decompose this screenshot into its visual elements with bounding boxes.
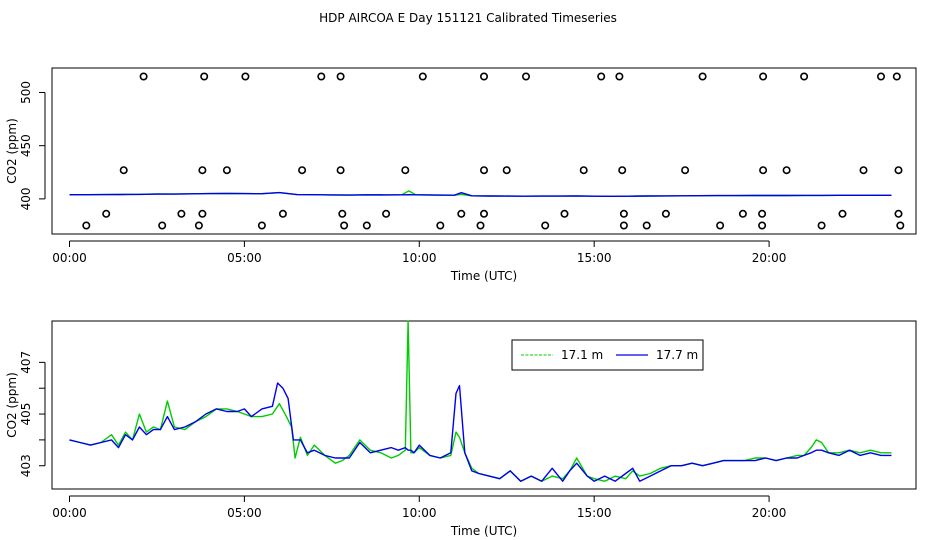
calibration-point	[618, 166, 627, 175]
calibration-point	[479, 209, 488, 218]
calibration-point	[476, 221, 485, 230]
top-x-axis-label: Time (UTC)	[450, 269, 517, 283]
calibration-point	[782, 166, 791, 175]
calibration-point	[418, 72, 427, 81]
calibration-point	[759, 166, 768, 175]
chart-title: HDP AIRCOA E Day 151121 Calibrated Times…	[319, 11, 617, 25]
calibration-point	[102, 209, 111, 218]
x-tick-label: 15:00	[577, 506, 612, 520]
bottom-panel-line: 00:00 05:00 10:00 15:00 20:00 403 405 407 Time…	[5, 320, 917, 538]
calibration-point	[139, 72, 148, 81]
calibration-point	[758, 221, 767, 230]
top-y-axis-label: CO2 (ppm)	[5, 118, 19, 184]
calibration-point	[716, 221, 725, 230]
top-x-axis: 00:00 05:00 10:00 15:00 20:00	[52, 240, 787, 265]
calibration-point	[615, 72, 624, 81]
bottom-series-lines	[69, 320, 892, 482]
series-line-17-7-m	[69, 191, 892, 197]
calibration-point	[894, 166, 903, 175]
top-plot-frame	[51, 67, 917, 235]
x-tick-label: 15:00	[577, 251, 612, 265]
x-tick-label: 20:00	[752, 251, 787, 265]
calibration-point	[838, 209, 847, 218]
calibration-point	[579, 166, 588, 175]
top-calibration-points	[82, 72, 905, 230]
calibration-point	[194, 221, 203, 230]
calibration-point	[479, 72, 488, 81]
bottom-plot-frame	[51, 320, 917, 490]
calibration-point	[200, 72, 209, 81]
y-tick-label: 403	[19, 454, 33, 477]
calibration-point	[758, 209, 767, 218]
calibration-point	[597, 72, 606, 81]
legend-label-17-1m: 17.1 m	[561, 348, 603, 362]
top-y-axis: 400 450 500	[19, 81, 46, 210]
x-tick-label: 00:00	[52, 506, 87, 520]
calibration-point	[521, 72, 530, 81]
x-tick-label: 00:00	[52, 251, 87, 265]
y-tick-label: 407	[19, 351, 33, 374]
calibration-point	[502, 166, 511, 175]
calibration-point	[340, 221, 349, 230]
calibration-point	[198, 166, 207, 175]
calibration-point	[894, 209, 903, 218]
bottom-y-axis: 403 405 407	[19, 351, 46, 477]
top-panel-scatter: 00:00 05:00 10:00 15:00 20:00 400 450 500 Time…	[5, 67, 917, 283]
legend: 17.1 m 17.7 m	[511, 339, 704, 371]
calibration-point	[876, 72, 885, 81]
calibration-point	[119, 166, 128, 175]
calibration-point	[817, 221, 826, 230]
x-tick-label: 10:00	[402, 251, 437, 265]
calibration-point	[738, 209, 747, 218]
bottom-y-axis-label: CO2 (ppm)	[5, 372, 19, 438]
top-series-lines	[69, 190, 892, 197]
calibration-point	[759, 72, 768, 81]
series-line-17-1-m	[69, 320, 892, 482]
calibration-point	[800, 72, 809, 81]
calibration-point	[560, 209, 569, 218]
calibration-point	[278, 209, 287, 218]
calibration-point	[257, 221, 266, 230]
calibration-point	[401, 166, 410, 175]
calibration-point	[479, 166, 488, 175]
bottom-x-axis-label: Time (UTC)	[450, 524, 517, 538]
y-tick-label: 450	[19, 134, 33, 157]
y-tick-label: 500	[19, 81, 33, 104]
calibration-point	[336, 166, 345, 175]
calibration-point	[362, 221, 371, 230]
x-tick-label: 10:00	[402, 506, 437, 520]
x-tick-label: 05:00	[227, 506, 262, 520]
calibration-point	[336, 72, 345, 81]
series-line-17-7-m	[69, 382, 892, 482]
y-tick-label: 400	[19, 187, 33, 210]
calibration-point	[222, 166, 231, 175]
legend-label-17-7m: 17.7 m	[656, 348, 698, 362]
calibration-point	[681, 166, 690, 175]
x-tick-label: 20:00	[752, 506, 787, 520]
calibration-point	[892, 72, 901, 81]
calibration-point	[298, 166, 307, 175]
calibration-point	[541, 221, 550, 230]
calibration-point	[619, 221, 628, 230]
calibration-point	[338, 209, 347, 218]
bottom-x-axis: 00:00 05:00 10:00 15:00 20:00	[52, 495, 787, 520]
calibration-point	[642, 221, 651, 230]
calibration-point	[896, 221, 905, 230]
calibration-point	[859, 166, 868, 175]
calibration-point	[158, 221, 167, 230]
calibration-point	[82, 221, 91, 230]
y-tick-label: 405	[19, 403, 33, 426]
calibration-point	[457, 209, 466, 218]
calibration-point	[317, 72, 326, 81]
calibration-point	[241, 72, 250, 81]
x-tick-label: 05:00	[227, 251, 262, 265]
calibration-point	[436, 221, 445, 230]
calibration-point	[198, 209, 207, 218]
calibration-point	[619, 209, 628, 218]
calibration-point	[661, 209, 670, 218]
calibration-point	[382, 209, 391, 218]
calibration-point	[177, 209, 186, 218]
calibration-point	[698, 72, 707, 81]
